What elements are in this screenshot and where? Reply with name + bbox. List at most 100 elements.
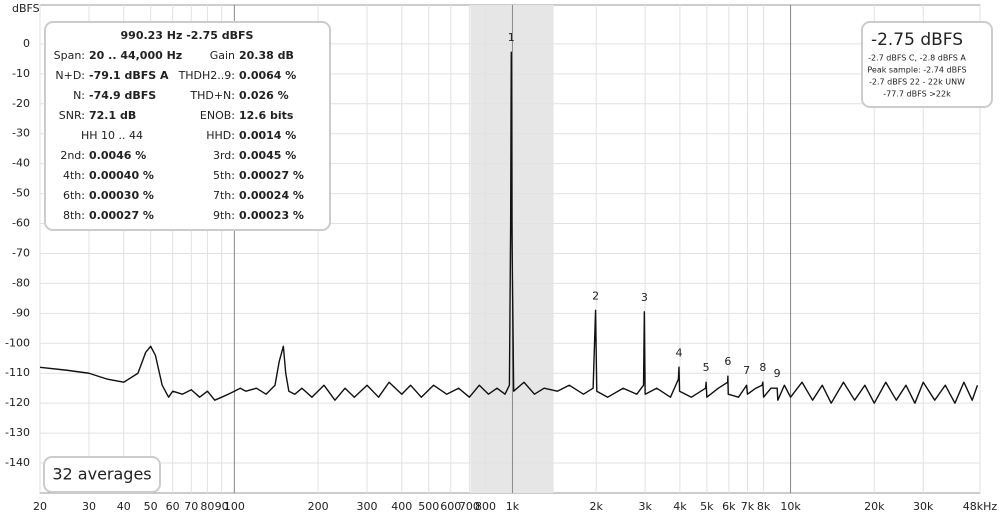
x-tick-label: 7k [741,500,755,513]
x-tick-label: 48kHz [963,500,998,513]
x-tick-label: 300 [357,500,378,513]
x-tick-label: 30 [82,500,96,513]
y-tick-label: -40 [12,157,30,170]
x-tick-label: 2k [589,500,603,513]
info-value: 20 .. 44,000 Hz [89,49,182,62]
averages-box [43,456,161,493]
x-tick-label: 90 [215,500,229,513]
y-tick-label: -130 [5,426,30,439]
level-line: -2.7 dBFS C, -2.8 dBFS A [868,54,966,63]
info-label: N+D: [55,69,85,82]
y-tick-label: -120 [5,396,30,409]
x-tick-label: 400 [391,500,412,513]
info-label: N: [73,89,85,102]
y-tick-label: -70 [12,246,30,259]
harmonic-marker: 8 [759,361,766,374]
level: -2.75 dBFS [871,30,963,50]
info-label: 2nd: [60,149,85,162]
info-label: 8th: [63,209,85,222]
info-label: Gain [210,49,235,62]
plot: 1 2 3 4 5 67 8 9 [39,31,979,404]
info-label: 5th: [213,169,235,182]
y-tick-label: -10 [12,67,30,80]
x-tick-label: 4k [673,500,687,513]
info-value: 0.00027 % [239,169,304,182]
harmonic-marker: 5 [703,361,710,374]
y-tick-label: -20 [12,97,30,110]
info-label: THDH2..9: [178,69,235,82]
x-tick-label: 70 [184,500,198,513]
info-label: ENOB: [200,109,235,122]
y-tick-label: 0 [23,37,30,50]
x-tick-label: 20 [33,500,47,513]
y-tick-label: -60 [12,217,30,230]
info-value: 0.0046 % [89,149,146,162]
x-tick-label: 10k [780,500,801,513]
info-label: 4th: [63,169,85,182]
info-value: 20.38 dB [239,49,294,62]
y-tick-label: -80 [12,276,30,289]
x-tick-label: 80 [200,500,214,513]
harmonic-marker: 1 [508,31,515,44]
level-panel: -2.75 dBFS -2.7 dBFS C, -2.8 dBFS A Peak … [861,21,993,108]
info-label: HHD: [206,129,235,142]
x-tick-label: 8k [757,500,771,513]
level-line: -77.7 dBFS >22k [883,90,951,99]
info-value: 0.0014 % [239,129,296,142]
y-tick-label: -140 [5,456,30,469]
info-label: 9th: [213,209,235,222]
harmonic-marker: 6 [724,355,731,368]
x-tick-label: 600 [440,500,461,513]
info-panel: 990.23 Hz -2.75 dBFS Span: 20 .. 44,000 H… [44,21,331,231]
y-tick-label: -50 [12,187,30,200]
x-tick-label: 40 [117,500,131,513]
info-rows: Span: 20 .. 44,000 Hz Gain 20.38 dB N+D: -79.… [54,49,304,222]
x-tick-label: 500 [418,500,439,513]
info-label: HH 10 .. 44 [81,129,143,142]
level-box [861,21,993,108]
info-value: 72.1 dB [89,109,136,122]
y-axis-label: dBFS [12,2,40,15]
x-tick-label: 100 [224,500,245,513]
x-tick-label: 1k [506,500,520,513]
x-tick-label: 5k [700,500,714,513]
headline: 990.23 Hz -2.75 dBFS [121,29,254,42]
info-box [44,21,331,231]
info-value: 12.6 bits [239,109,294,122]
y-tick-label: -110 [5,366,30,379]
x-tick-label: 20k [864,500,885,513]
x-tick-label: 800 [475,500,496,513]
harmonic-marker: 2 [592,289,599,302]
info-value: 0.0045 % [239,149,296,162]
x-tick-label: 30k [913,500,934,513]
harmonic-marker: 4 [675,346,682,359]
info-label: THD+N: [189,89,235,102]
info-label: 6th: [63,189,85,202]
harmonic-marker: 9 [774,367,781,380]
info-value: 0.00023 % [239,209,304,222]
info-label: Span: [54,49,85,62]
info-value: 0.0064 % [239,69,296,82]
y-tick-label: -100 [5,336,30,349]
x-tick-label: 60 [166,500,180,513]
x-tick-label: 3k [638,500,652,513]
info-value: 0.00030 % [89,189,154,202]
harmonic-marker: 3 [641,291,648,304]
info-label: 3rd: [213,149,235,162]
y-tick-label: -90 [12,306,30,319]
averages-panel: 32 averages [43,456,161,493]
info-value: 0.00024 % [239,189,304,202]
info-value: 0.00027 % [89,209,154,222]
averages: 32 averages [52,465,151,484]
info-value: -74.9 dBFS [89,89,156,102]
info-value: 0.026 % [239,89,289,102]
y-tick-label: -30 [12,127,30,140]
x-tick-label: 50 [144,500,158,513]
x-tick-label: 6k [722,500,736,513]
info-label: 7th: [213,189,235,202]
level-line: -2.7 dBFS 22 - 22k UNW [869,78,965,87]
x-tick-label: 700 [459,500,480,513]
info-value: -79.1 dBFS A [89,69,169,82]
x-tick-label: 200 [308,500,329,513]
